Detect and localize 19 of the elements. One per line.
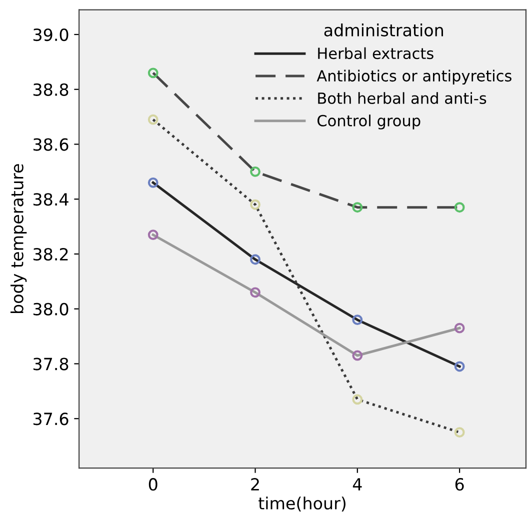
y-tick-label: 38.4: [33, 193, 68, 206]
x-tick-label: 0: [148, 478, 158, 491]
x-tick-label: 6: [455, 478, 464, 491]
legend-title: administration: [324, 24, 443, 36]
y-tick-label: 38.0: [33, 302, 68, 316]
x-tick-label: 4: [352, 478, 362, 490]
x-tick-label: 2: [251, 478, 259, 490]
legend-label: Herbal extracts: [318, 47, 434, 60]
y-tick-label: 37.8: [33, 358, 68, 370]
y-tick-label: 38.2: [33, 248, 68, 261]
y-tick-label: 37.6: [33, 412, 68, 426]
y-tick-label: 38.8: [33, 83, 68, 96]
legend-label: Control group: [318, 114, 420, 130]
legend-label: Antibiotics or antipyretics: [316, 70, 512, 85]
x-axis-title: time(hour): [258, 496, 346, 512]
y-axis-title: body temperature: [10, 164, 27, 314]
legend-label: Both herbal and anti-s: [318, 92, 486, 104]
y-tick-label: 38.6: [33, 138, 68, 151]
y-tick-label: 39.0: [33, 28, 68, 42]
